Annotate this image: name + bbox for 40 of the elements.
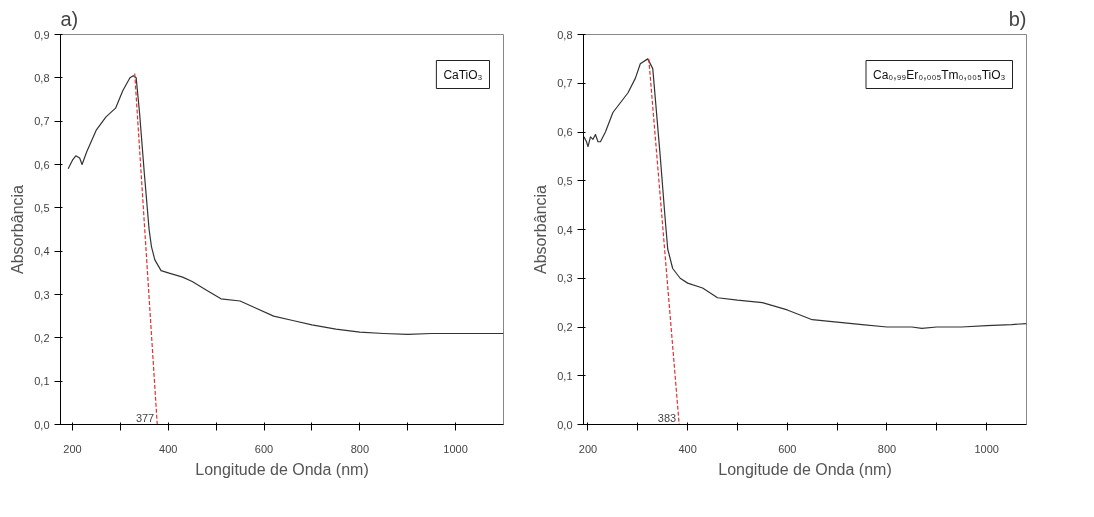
y-axis-title: Absorbância xyxy=(532,184,550,274)
chart-title: a) xyxy=(60,7,79,30)
y-tick-label: 0,0 xyxy=(34,418,50,431)
x-tick-label: 1000 xyxy=(974,442,999,455)
x-tick-label: 200 xyxy=(63,442,82,455)
y-tick-label: 0,4 xyxy=(557,223,573,236)
y-tick-label: 0,4 xyxy=(34,245,50,258)
x-tick-label: 800 xyxy=(350,442,370,455)
x-tick-label: 1000 xyxy=(443,442,468,455)
y-tick-label: 0,7 xyxy=(557,77,573,90)
y-tick-label: 0,2 xyxy=(557,321,573,333)
x-tick-label: 400 xyxy=(678,442,697,455)
y-tick-label: 0,3 xyxy=(557,272,573,285)
x-tick-label: 200 xyxy=(578,442,598,455)
annotation: Ca₀,₉₉Er₀,₀₀₅Tm₀,₀₀₅TiO₃ xyxy=(873,67,1006,82)
y-tick-label: 0,1 xyxy=(557,369,573,382)
annotation: 383 xyxy=(657,411,677,424)
y-tick-label: 0,6 xyxy=(34,158,50,171)
x-tick-label: 600 xyxy=(254,442,274,455)
y-tick-label: 0,1 xyxy=(34,375,50,388)
x-tick-label: 800 xyxy=(877,442,897,455)
y-tick-label: 0,8 xyxy=(557,28,573,41)
y-tick-label: 0,5 xyxy=(557,174,573,187)
y-tick-label: 0,8 xyxy=(34,71,50,84)
x-axis-title: Longitude de Onda (nm) xyxy=(195,460,369,478)
y-tick-label: 0,0 xyxy=(557,418,573,431)
y-tick-label: 0,9 xyxy=(34,28,50,41)
y-tick-label: 0,5 xyxy=(34,201,50,214)
x-tick-label: 600 xyxy=(778,442,797,455)
line-series xyxy=(583,58,1027,330)
y-axis-title: Absorbância xyxy=(9,184,27,274)
chart-title: b) xyxy=(1008,7,1027,30)
y-tick-label: 0,7 xyxy=(34,115,50,128)
x-axis-title: Longitude de Onda (nm) xyxy=(718,460,892,478)
y-tick-label: 0,2 xyxy=(34,331,50,344)
y-tick-label: 0,6 xyxy=(557,126,573,138)
annotation: CaTiO₃ xyxy=(443,67,483,82)
x-tick-label: 400 xyxy=(159,442,178,455)
y-tick-label: 0,3 xyxy=(34,288,50,301)
annotation: 377 xyxy=(135,411,155,424)
